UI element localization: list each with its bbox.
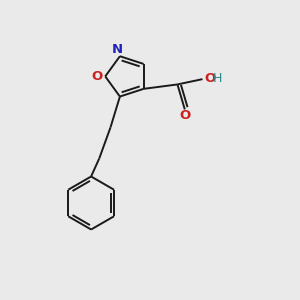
Text: O: O (180, 110, 191, 122)
Text: N: N (112, 43, 123, 56)
Text: H: H (213, 72, 222, 85)
Text: O: O (205, 72, 216, 85)
Text: O: O (91, 70, 102, 83)
